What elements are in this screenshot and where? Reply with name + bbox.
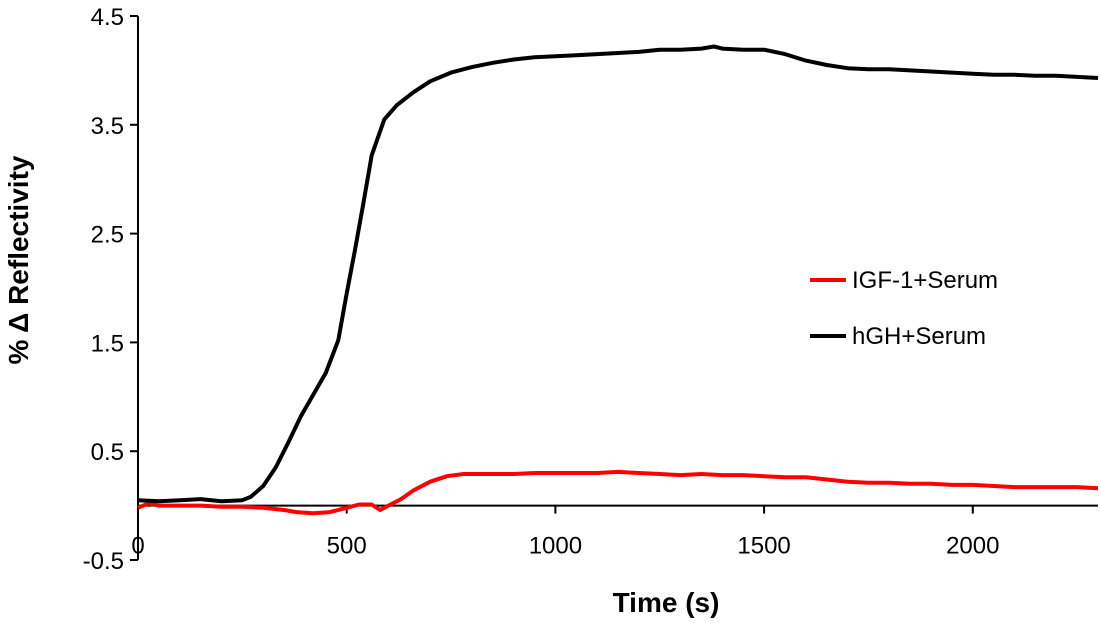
y-axis-title: % Δ Reflectivity xyxy=(3,155,34,364)
y-tick-label: 2.5 xyxy=(91,222,124,249)
series-line-hgh-serum xyxy=(137,44,1099,504)
x-axis-ticks: 0500100015002000 xyxy=(131,505,999,560)
x-tick-label: 500 xyxy=(327,533,367,560)
legend-label-hgh: hGH+Serum xyxy=(852,323,986,350)
y-axis-ticks: -0.5 0.5 1.5 2.5 3.5 4.5 xyxy=(83,4,138,575)
legend-label-igf1: IGF-1+Serum xyxy=(852,267,998,294)
y-tick-label: 0.5 xyxy=(91,439,124,466)
y-tick-label: 1.5 xyxy=(91,330,124,357)
x-tick-label: 1500 xyxy=(737,533,790,560)
y-tick-label: 4.5 xyxy=(91,4,124,31)
x-tick-label: 2000 xyxy=(946,533,999,560)
y-tick-label: -0.5 xyxy=(83,548,124,575)
legend: IGF-1+Serum hGH+Serum xyxy=(810,267,998,350)
x-axis-title: Time (s) xyxy=(613,587,720,618)
x-tick-label: 1000 xyxy=(529,533,582,560)
y-tick-label: 3.5 xyxy=(91,113,124,140)
series-line-igf1-serum xyxy=(137,469,1099,516)
series-layer xyxy=(137,44,1099,516)
